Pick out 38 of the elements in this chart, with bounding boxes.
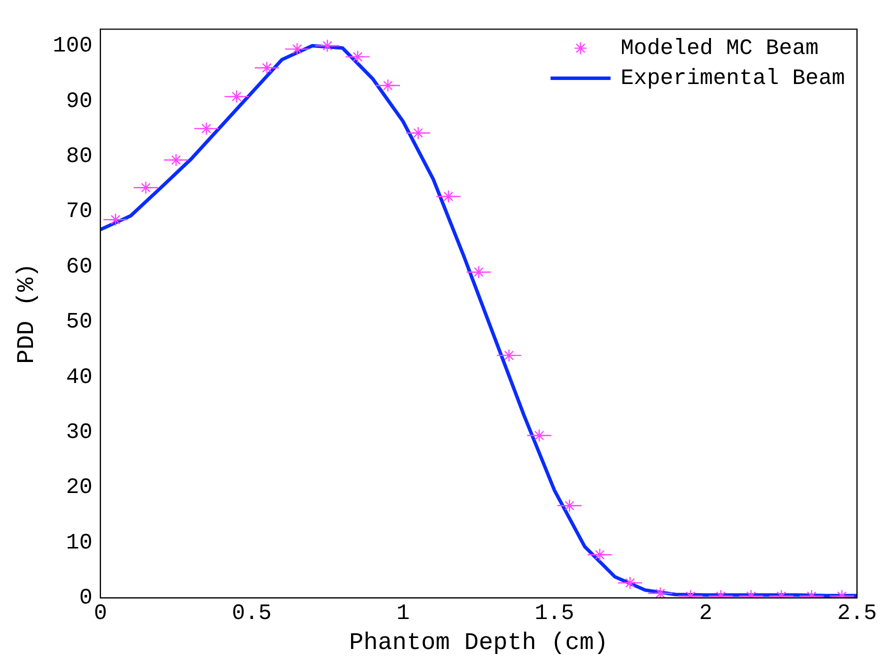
x-tick-label: 2.5 (837, 600, 877, 626)
point (320, 39, 334, 52)
point (502, 348, 516, 362)
y-tick-label: 10 (66, 530, 92, 556)
point (442, 190, 456, 204)
y-tick-label: 80 (66, 144, 92, 169)
point (412, 126, 425, 140)
y-tick-label: 100 (52, 34, 92, 59)
y-tick-label: 70 (66, 199, 92, 224)
y-tick-label: 40 (66, 364, 92, 390)
y-tick-label: 60 (66, 254, 92, 280)
y-tick-label: 50 (66, 310, 92, 335)
point (260, 61, 274, 74)
point (139, 181, 152, 194)
legend-label: Experimental Beam (620, 66, 845, 92)
point (200, 122, 213, 136)
point (562, 499, 576, 512)
point (381, 78, 395, 92)
point (351, 50, 364, 64)
x-tick-label: 1 (396, 600, 410, 626)
point (593, 548, 606, 562)
point (532, 428, 546, 442)
point (623, 576, 637, 590)
legend-label: Modeled MC Beam (620, 36, 819, 62)
y-tick-label: 90 (66, 88, 92, 114)
point (290, 42, 304, 56)
point (472, 265, 486, 279)
point (108, 213, 122, 226)
y-tick-label: 30 (66, 420, 92, 446)
point (230, 90, 244, 104)
x-axis-title: Phantom Depth (cm) (349, 630, 608, 657)
point (654, 586, 667, 598)
x-tick-label: 0.5 (232, 600, 272, 626)
y-axis-title: PDD (%) (14, 263, 41, 364)
point (169, 153, 183, 167)
x-tick-label: 1.5 (534, 600, 574, 626)
y-tick-label: 20 (66, 475, 92, 500)
x-tick-label: 2 (699, 600, 712, 626)
